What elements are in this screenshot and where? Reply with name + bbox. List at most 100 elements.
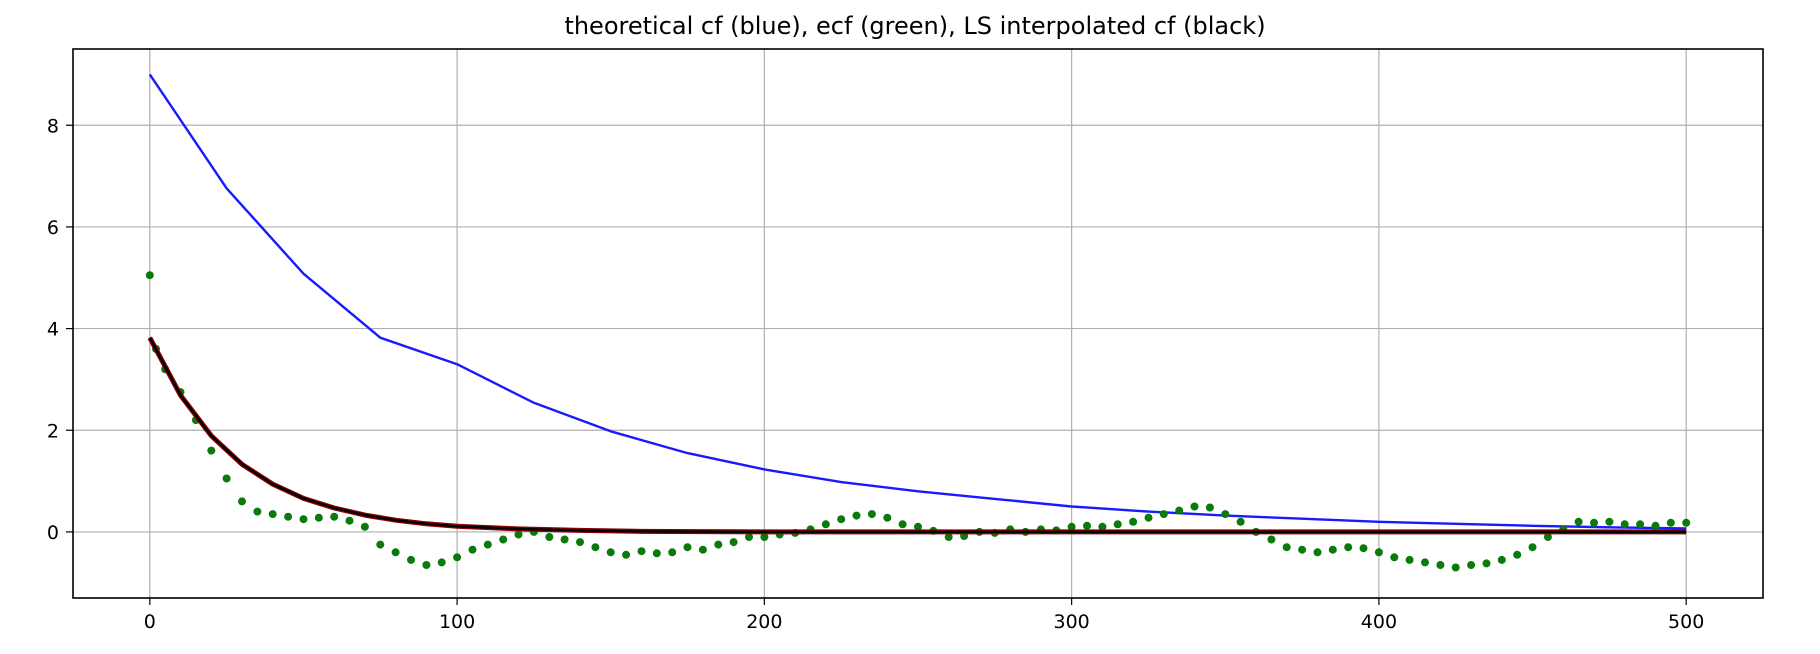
ecf-point bbox=[1636, 520, 1645, 529]
ecf-point bbox=[867, 510, 876, 519]
ecf-point bbox=[1590, 518, 1598, 527]
chart-title: theoretical cf (blue), ecf (green), LS i… bbox=[564, 12, 1265, 40]
ecf-point bbox=[360, 522, 369, 531]
ecf-point bbox=[1113, 520, 1122, 529]
x-tick-label: 500 bbox=[1668, 611, 1704, 633]
ecf-point bbox=[1098, 522, 1107, 531]
ecf-point bbox=[1390, 553, 1399, 562]
ecf-point bbox=[1236, 517, 1245, 526]
ecf-point bbox=[1282, 543, 1291, 552]
ecf-point bbox=[1313, 548, 1322, 557]
ecf-point bbox=[560, 535, 569, 544]
ecf-point bbox=[514, 530, 523, 539]
ecf-point bbox=[468, 545, 477, 554]
ecf-point bbox=[483, 540, 492, 549]
ecf-point bbox=[345, 516, 354, 525]
ecf-point bbox=[1605, 517, 1614, 526]
ecf-point bbox=[437, 558, 446, 567]
ecf-point bbox=[1221, 510, 1230, 519]
ecf-point bbox=[883, 513, 892, 522]
ecf-point bbox=[1190, 502, 1199, 511]
ecf-point bbox=[499, 535, 508, 544]
series-ls-interpolated-line bbox=[148, 337, 1687, 534]
ecf-point bbox=[1666, 518, 1675, 527]
ecf-point bbox=[1267, 535, 1276, 544]
ecf-point bbox=[253, 507, 262, 516]
ecf-point bbox=[637, 547, 646, 556]
ecf-point bbox=[1067, 522, 1076, 531]
ecf-point bbox=[668, 548, 677, 557]
ecf-point bbox=[1405, 555, 1414, 564]
ecf-point bbox=[1513, 550, 1522, 559]
ecf-point bbox=[238, 497, 246, 506]
ecf-point bbox=[1298, 545, 1307, 554]
ecf-point bbox=[1129, 517, 1138, 526]
ecf-point bbox=[376, 540, 385, 549]
x-tick-label: 400 bbox=[1361, 611, 1397, 633]
ecf-point bbox=[422, 561, 431, 569]
x-tick-label: 200 bbox=[746, 611, 782, 633]
ecf-point bbox=[1574, 517, 1583, 526]
y-tick-label: 4 bbox=[47, 319, 59, 341]
ecf-point bbox=[453, 553, 462, 562]
ecf-point bbox=[652, 549, 661, 558]
ecf-point bbox=[1497, 555, 1506, 564]
plot-series bbox=[145, 73, 1691, 572]
ecf-point bbox=[622, 550, 631, 559]
ecf-point bbox=[1436, 561, 1445, 569]
ecf-point bbox=[299, 515, 308, 524]
y-tick-label: 2 bbox=[47, 420, 59, 442]
ecf-point bbox=[1421, 558, 1429, 567]
ecf-point bbox=[222, 474, 231, 483]
ecf-point bbox=[837, 515, 846, 524]
ecf-point bbox=[314, 513, 323, 522]
ecf-point bbox=[1175, 506, 1184, 515]
ecf-point bbox=[145, 271, 154, 280]
ecf-point bbox=[1543, 533, 1552, 541]
ecf-point bbox=[944, 533, 953, 541]
ecf-point bbox=[898, 520, 907, 529]
ecf-point bbox=[914, 522, 922, 531]
y-tick-label: 0 bbox=[47, 522, 59, 544]
y-axis-ticks: 0 2 4 6 8 bbox=[47, 115, 73, 544]
ecf-point bbox=[714, 540, 723, 549]
ecf-point bbox=[1528, 543, 1537, 552]
x-tick-label: 100 bbox=[439, 611, 475, 633]
ecf-point bbox=[1159, 510, 1168, 519]
ecf-point bbox=[1620, 520, 1629, 529]
ecf-point bbox=[1328, 545, 1337, 554]
ecf-point bbox=[760, 533, 769, 541]
ecf-point bbox=[1359, 544, 1368, 553]
ecf-point bbox=[821, 520, 830, 529]
ecf-point bbox=[576, 538, 584, 547]
y-tick-label: 6 bbox=[47, 217, 59, 239]
ecf-point bbox=[729, 538, 738, 547]
ecf-point bbox=[1451, 563, 1460, 572]
y-tick-label: 8 bbox=[47, 115, 59, 137]
ecf-point bbox=[1083, 521, 1091, 530]
x-tick-label: 300 bbox=[1054, 611, 1090, 633]
ecf-point bbox=[207, 446, 216, 455]
ecf-point bbox=[1205, 503, 1214, 512]
ecf-point bbox=[1682, 518, 1691, 527]
x-tick-label: 0 bbox=[144, 611, 156, 633]
series-theoretical-line bbox=[148, 73, 1687, 530]
ecf-point bbox=[606, 548, 615, 557]
ecf-point bbox=[391, 548, 400, 557]
ecf-point bbox=[591, 543, 600, 552]
ecf-point bbox=[698, 545, 707, 554]
ecf-point bbox=[284, 512, 293, 521]
ecf-point bbox=[1467, 561, 1476, 569]
ecf-point bbox=[1144, 513, 1153, 522]
ecf-point bbox=[745, 533, 753, 541]
x-axis-ticks: 0 100 200 300 400 500 bbox=[144, 598, 1704, 633]
plot-frame bbox=[72, 48, 1764, 599]
ecf-point bbox=[1374, 548, 1383, 557]
ecf-point bbox=[330, 512, 339, 521]
ecf-point bbox=[407, 555, 415, 564]
ecf-point bbox=[852, 511, 861, 520]
ecf-point bbox=[545, 533, 554, 541]
ecf-point bbox=[1344, 543, 1353, 552]
